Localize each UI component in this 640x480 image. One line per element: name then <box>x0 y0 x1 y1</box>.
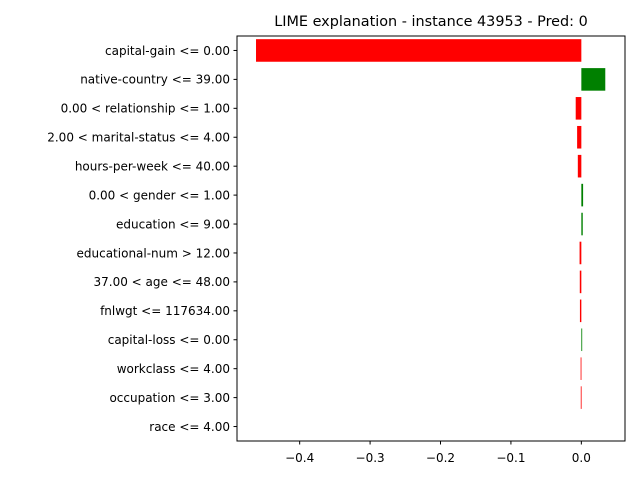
y-tick-label: 0.00 < gender <= 1.00 <box>89 188 230 202</box>
x-axis: −0.4 −0.3 −0.2 −0.1 0.0 <box>285 441 591 465</box>
bar-education-9-00 <box>581 212 583 236</box>
plot-area-frame <box>236 35 626 442</box>
chart-title: LIME explanation - instance 43953 - Pred… <box>274 14 588 30</box>
y-tick-label: race <= 4.00 <box>149 420 230 434</box>
x-tick-label: −0.2 <box>426 451 455 465</box>
bar-37-00-age-48-00 <box>579 270 582 294</box>
x-tick-label: 0.0 <box>572 451 591 465</box>
bar-2-00-marital-status-4-00 <box>577 125 582 149</box>
x-tick-label: −0.1 <box>496 451 525 465</box>
y-tick-label: education <= 9.00 <box>116 217 230 231</box>
bar-workclass-4-00 <box>580 357 582 380</box>
y-tick-label: capital-gain <= 0.00 <box>105 44 230 58</box>
x-tick-label: −0.3 <box>356 451 385 465</box>
bar-0-00-gender-1-00 <box>581 183 584 207</box>
bar-capital-gain-0-00 <box>256 39 582 62</box>
bar-educational-num-12-00 <box>579 241 582 265</box>
y-tick-label: capital-loss <= 0.00 <box>108 333 230 347</box>
y-tick-label: hours-per-week <= 40.00 <box>75 159 230 173</box>
bars-layer <box>256 39 606 409</box>
y-tick-label: educational-num > 12.00 <box>77 246 231 260</box>
bar-hours-per-week-40-00 <box>577 154 582 178</box>
y-tick-label: fnlwgt <= 117634.00 <box>100 304 230 318</box>
bar-0-00-relationship-1-00 <box>575 97 582 120</box>
y-tick-label: 37.00 < age <= 48.00 <box>94 275 230 289</box>
bar-occupation-3-00 <box>580 386 582 409</box>
bar-capital-loss-0-00 <box>581 328 583 352</box>
y-axis: capital-gain <= 0.00 native-country <= 39… <box>47 44 237 434</box>
bar-fnlwgt-117634-00 <box>579 299 582 323</box>
y-tick-label: 2.00 < marital-status <= 4.00 <box>47 131 230 145</box>
y-tick-label: 0.00 < relationship <= 1.00 <box>61 102 230 116</box>
y-tick-label: workclass <= 4.00 <box>117 362 230 376</box>
bar-native-country-39-00 <box>581 68 606 91</box>
y-tick-label: occupation <= 3.00 <box>109 391 230 405</box>
y-tick-label: native-country <= 39.00 <box>80 73 230 87</box>
x-tick-label: −0.4 <box>285 451 314 465</box>
